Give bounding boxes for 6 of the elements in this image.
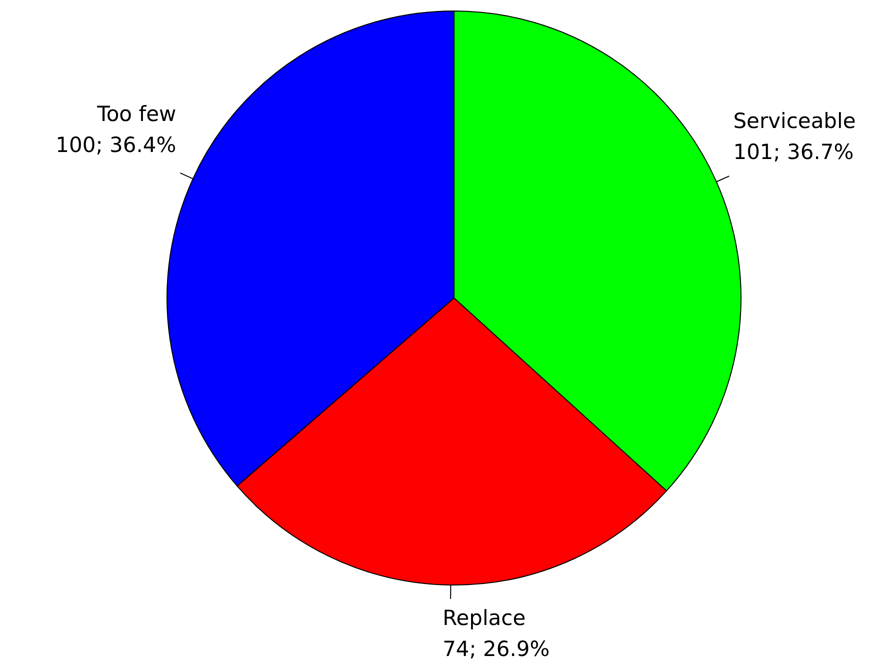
- slice-label: Serviceable: [733, 109, 856, 134]
- data-label: 100; 36.4%: [56, 132, 176, 157]
- slice-label: Too few: [96, 102, 176, 126]
- slice-label: Replace: [442, 606, 526, 630]
- data-label: 74; 26.9%: [442, 636, 550, 661]
- data-label: 101; 36.7%: [733, 140, 854, 164]
